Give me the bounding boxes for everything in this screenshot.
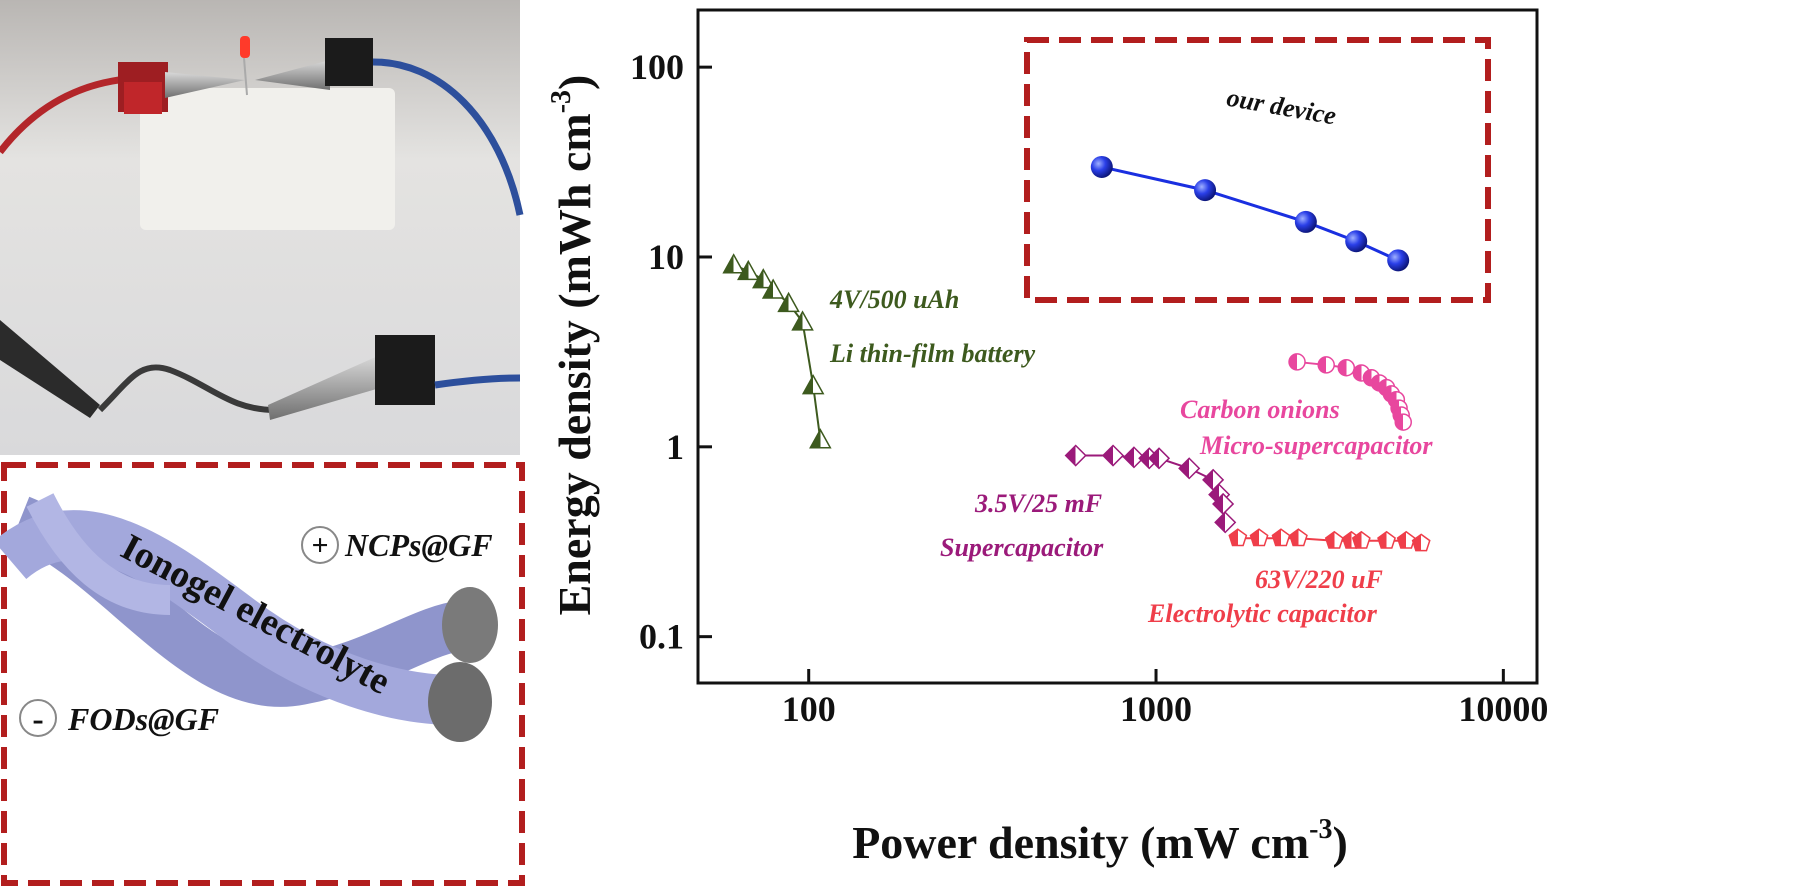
- y-axis-label: Energy density (mWh cm-3): [546, 75, 600, 616]
- data-point: [1288, 353, 1306, 371]
- x-tick-label: 1000: [1120, 689, 1192, 729]
- data-point: [1337, 358, 1356, 377]
- data-point: [1194, 179, 1217, 202]
- data-point: [791, 310, 814, 331]
- data-point: [1101, 444, 1125, 467]
- data-point: [1249, 528, 1269, 547]
- data-point: [809, 428, 832, 449]
- data-point: [777, 291, 800, 313]
- negative-sign: -: [32, 701, 43, 738]
- annotation: Electrolytic capacitor: [1147, 599, 1378, 628]
- highlight-box: [1024, 37, 1491, 303]
- plot-frame: [696, 8, 1539, 685]
- x-label-sup: -3: [1309, 814, 1332, 845]
- data-point: [1064, 444, 1087, 467]
- data-point: [752, 268, 775, 289]
- positive-sign: +: [311, 529, 328, 562]
- data-point: [1387, 249, 1410, 272]
- x-axis-label: Power density (mW cm-3): [852, 814, 1348, 868]
- y-tick-label: 0.1: [639, 617, 684, 657]
- annotation: Micro-supercapacitor: [1199, 431, 1433, 460]
- data-point: [1178, 457, 1201, 480]
- annotation: 3.5V/25 mF: [974, 489, 1102, 518]
- x-tick-label: 10000: [1458, 689, 1548, 729]
- data-point: [761, 278, 785, 299]
- data-point: [1294, 210, 1317, 233]
- data-point: [737, 259, 760, 281]
- data-point: [1411, 533, 1431, 552]
- data-point: [1317, 356, 1335, 374]
- x-label-text: Power density (mW cm: [852, 817, 1309, 868]
- data-point: [1147, 447, 1171, 470]
- data-point: [1090, 155, 1113, 178]
- x-label-end: ): [1332, 817, 1347, 868]
- annotation: our device: [1225, 83, 1339, 131]
- fiber-schematic: Ionogel electrolyte + NCPs@GF - FODs@GF: [0, 462, 525, 886]
- annotation: 63V/220 uF: [1255, 565, 1383, 594]
- positive-label: NCPs@GF: [344, 527, 493, 563]
- data-point: [1288, 528, 1308, 547]
- y-label-text: Energy density (mWh cm: [549, 113, 600, 615]
- annotation: 4V/500 uAh: [829, 285, 959, 314]
- data-point: [1377, 530, 1396, 549]
- y-label-sup: -3: [546, 90, 577, 113]
- annotation: Supercapacitor: [940, 533, 1104, 562]
- x-tick-label: 100: [782, 689, 836, 729]
- photo: [0, 0, 524, 455]
- data-point: [1345, 230, 1368, 253]
- data-point: [1228, 528, 1248, 547]
- data-point: [1324, 530, 1344, 549]
- data-point: [1396, 530, 1416, 549]
- annotation: Li thin-film battery: [829, 339, 1036, 368]
- data-point: [1271, 528, 1291, 547]
- data-point: [1122, 446, 1146, 469]
- y-tick-label: 10: [648, 237, 684, 277]
- y-label-end: ): [549, 75, 600, 90]
- y-tick-label: 1: [666, 427, 684, 467]
- y-tick-label: 100: [630, 47, 684, 87]
- data-point: [801, 374, 825, 395]
- data-point: [1351, 530, 1371, 549]
- annotation: Carbon onions: [1180, 395, 1340, 424]
- data-point: [1394, 413, 1412, 431]
- series-line: [1237, 537, 1422, 545]
- data-point: [722, 253, 745, 274]
- data-point: [1214, 511, 1237, 534]
- negative-label: FODs@GF: [67, 701, 219, 737]
